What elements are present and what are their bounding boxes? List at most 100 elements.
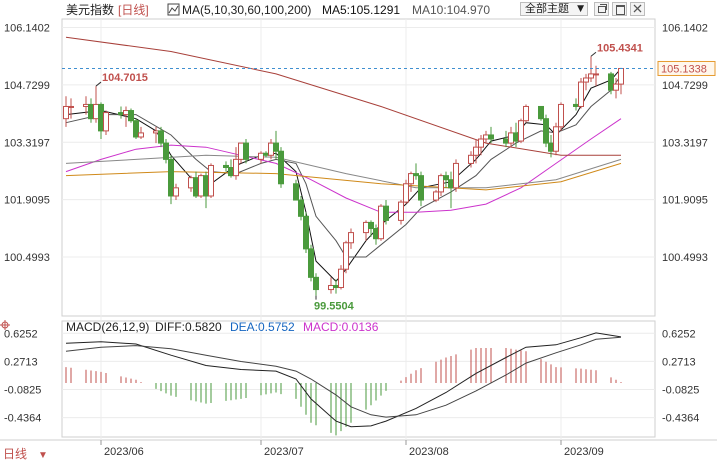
candle-body	[588, 73, 594, 79]
candle-body	[198, 175, 204, 197]
last-price-label: 105.1338	[661, 63, 707, 75]
candle	[588, 56, 594, 83]
macd-dea-line	[65, 336, 622, 418]
candle	[68, 98, 74, 119]
ma5-value: MA5:105.1291	[322, 3, 400, 17]
candle	[538, 105, 544, 121]
candle-body	[153, 130, 159, 134]
candle	[308, 244, 314, 282]
candle-body	[103, 112, 109, 132]
candle	[168, 155, 174, 205]
candle	[163, 139, 169, 164]
candle-body	[608, 73, 614, 91]
candle-body	[573, 103, 579, 107]
candle-body	[438, 175, 444, 193]
candle-body	[483, 134, 489, 140]
axes: 106.1402 106.1402 104.7299 104.7299 103.3197…	[4, 23, 716, 458]
candle	[613, 77, 619, 99]
candle-body	[578, 81, 584, 107]
candle	[473, 139, 479, 164]
candle	[583, 73, 589, 91]
candle	[243, 139, 249, 164]
candle	[448, 171, 454, 209]
candle	[383, 200, 389, 225]
macd-tick-label-left: -0.0825	[4, 385, 41, 397]
candle-body	[548, 142, 554, 152]
price-tick-label-left: 100.4993	[4, 252, 50, 264]
candle-body	[163, 142, 169, 160]
theme-dropdown[interactable]: 全部主题 ▼	[520, 2, 588, 16]
candle	[193, 171, 199, 199]
candle	[63, 96, 69, 127]
candle-body	[613, 83, 619, 91]
candle-body	[158, 130, 164, 144]
candle-body	[328, 284, 334, 291]
candle	[513, 122, 519, 148]
window-close-icon[interactable]	[630, 2, 645, 16]
candle-body	[263, 152, 269, 156]
candle-body	[98, 103, 104, 132]
candle-body	[193, 177, 199, 197]
candle-body	[348, 232, 354, 244]
candle	[408, 171, 414, 192]
candle-body	[168, 158, 174, 197]
candle-body	[343, 242, 349, 270]
ma10-value: MA10:104.970	[412, 3, 490, 17]
candle	[128, 108, 134, 123]
candle	[578, 77, 584, 109]
last-price-box	[657, 60, 716, 76]
candle	[453, 159, 459, 192]
candle	[368, 220, 374, 237]
candle	[508, 126, 514, 148]
macd-diff-value: DIFF:0.5820	[155, 320, 222, 334]
window-restore-icon[interactable]	[594, 2, 609, 16]
candle-body	[398, 201, 404, 221]
candle-body	[258, 152, 264, 160]
period-label[interactable]: [日线]	[118, 3, 149, 17]
macd-frame	[61, 320, 656, 438]
candle-body	[298, 199, 304, 217]
crosshair-icon[interactable]	[0, 320, 10, 330]
candle-body	[408, 173, 414, 185]
footer-period-label[interactable]: 日线	[3, 447, 27, 461]
candle-body	[278, 150, 284, 185]
candle	[133, 118, 139, 140]
price-tick-label-left: 103.3197	[4, 137, 50, 149]
period-dropdown-icon[interactable]: ▼	[38, 450, 48, 461]
price-grid	[0, 18, 717, 441]
candle-body	[413, 173, 419, 177]
ma-settings-icon[interactable]	[167, 3, 180, 16]
candle	[418, 171, 424, 207]
candle	[228, 159, 234, 178]
price-panel: 104.7015 99.5504 105.4341	[62, 36, 655, 313]
candle-body	[83, 103, 89, 107]
candle	[338, 265, 344, 290]
window-maximize-icon[interactable]	[612, 2, 627, 16]
price-tick-label-right: 100.4993	[662, 252, 708, 264]
ma10-line	[65, 74, 622, 258]
candle-body	[433, 191, 439, 201]
macd-dea-value: DEA:0.5752	[230, 320, 295, 334]
macd-tick-label-left: 0.2713	[4, 356, 38, 368]
date-tick-label: 2023/09	[564, 446, 604, 458]
candle	[93, 86, 99, 123]
candle-body	[368, 221, 374, 230]
candle	[208, 163, 214, 199]
candle	[348, 228, 354, 249]
macd-histogram-value: MACD:0.0136	[303, 320, 379, 334]
candle-body	[308, 248, 314, 278]
macd-tick-label-left: 0.6252	[4, 328, 38, 340]
period-selector[interactable]: 日线 ▼	[3, 447, 48, 461]
ma60-line	[65, 154, 622, 189]
candle-body	[453, 162, 459, 189]
price-tick-label-right: 106.1402	[662, 23, 708, 35]
candle-body	[383, 205, 389, 221]
candle	[438, 173, 444, 196]
candle-body	[268, 142, 274, 156]
price-tick-label-left: 104.7299	[4, 80, 50, 92]
candle	[313, 273, 319, 296]
candle	[293, 179, 299, 201]
candle	[298, 195, 304, 221]
candle	[443, 171, 449, 188]
candle	[403, 179, 409, 205]
